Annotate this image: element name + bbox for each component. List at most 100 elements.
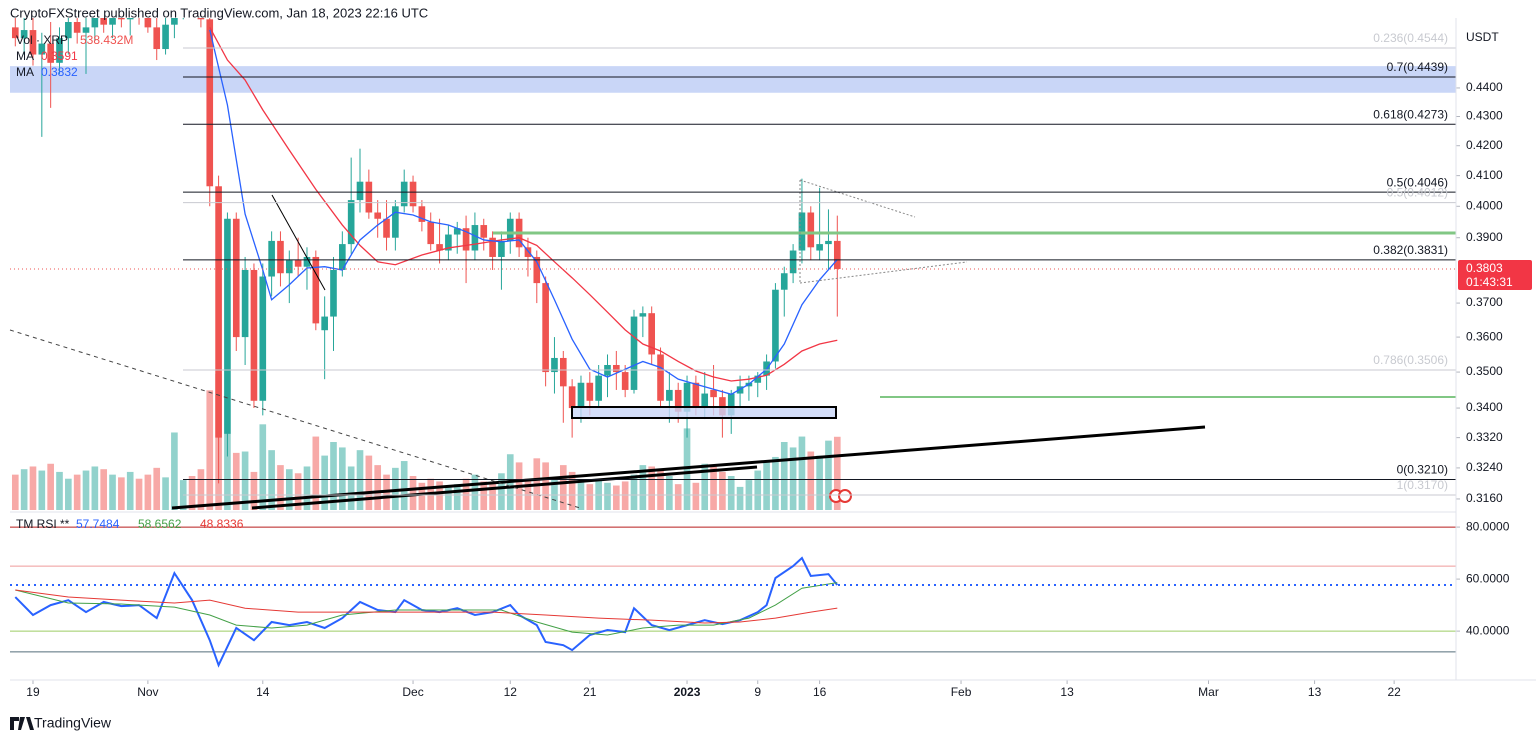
candle-body — [816, 244, 823, 251]
candle-body — [674, 389, 682, 412]
candle-body — [471, 225, 479, 251]
moving-average — [209, 29, 838, 395]
candle-body — [330, 269, 337, 317]
candle-body — [568, 386, 576, 409]
volume-bar — [551, 478, 558, 510]
volume-bar — [453, 484, 461, 510]
fib-label: 0.5(0.4012) — [1387, 186, 1448, 200]
event-icon[interactable] — [838, 489, 852, 503]
x-tick-label: Nov — [137, 685, 158, 699]
candle-body — [506, 218, 514, 241]
candle-body — [445, 234, 452, 251]
volume-bar — [100, 469, 108, 510]
volume-bar — [135, 478, 143, 510]
x-tick-label: 2023 — [674, 685, 701, 699]
volume-bar — [639, 465, 647, 510]
volume-bar — [462, 478, 470, 510]
volume-bar — [268, 450, 275, 510]
candle-body — [285, 260, 293, 274]
candle-body — [126, 18, 134, 20]
volume-bar — [250, 471, 258, 510]
volume-bar — [91, 466, 99, 510]
candle-body — [29, 30, 37, 55]
y-tick-label: 0.3900 — [1466, 230, 1503, 244]
candle-body — [789, 250, 797, 274]
candle-body — [418, 206, 426, 222]
volume-bar — [285, 469, 293, 510]
volume-bar — [692, 482, 700, 510]
candle-body — [303, 256, 311, 267]
candle-body — [551, 357, 558, 373]
candle-body — [613, 364, 620, 373]
volume-bar — [754, 470, 762, 510]
candle-body — [277, 240, 284, 274]
candle-body — [692, 382, 700, 409]
x-tick-label: 22 — [1387, 685, 1401, 699]
candle-body — [400, 181, 408, 207]
volume-bar — [47, 463, 54, 510]
candle-body — [118, 18, 125, 20]
volume-bar — [400, 461, 408, 510]
fib-label: 0.236(0.4544) — [1373, 31, 1448, 45]
volume-bar — [674, 484, 682, 510]
candle-body — [480, 225, 488, 238]
volume-bar — [445, 485, 452, 510]
y-tick-label: 40.0000 — [1466, 623, 1510, 637]
support-box — [571, 406, 837, 419]
volume-bar — [162, 477, 169, 510]
volume-bar — [719, 471, 726, 510]
last-price-box — [1458, 259, 1532, 290]
volume-bar — [825, 440, 832, 510]
volume-bar — [621, 481, 629, 510]
y-tick-label: 0.3500 — [1466, 364, 1503, 378]
volume-bar — [763, 461, 770, 510]
pennant-line — [799, 261, 968, 284]
rsi-legend-value: 57.7484 — [76, 517, 120, 531]
volume-bar — [56, 471, 63, 510]
axes: 0.236(0.4544) 0.7(0.4439) 0.618(0.4273) 0.5… — [10, 31, 1532, 699]
candle-body — [754, 375, 762, 383]
candle-body — [365, 181, 373, 213]
candle-body — [109, 18, 116, 25]
volume-bar — [303, 466, 311, 510]
trend-line — [251, 465, 758, 510]
y-tick-label: 80.0000 — [1466, 519, 1510, 533]
ma-legend-value: 0.3832 — [41, 65, 78, 79]
y-tick-label: 0.3320 — [1466, 430, 1503, 444]
x-tick-label: Dec — [402, 685, 423, 699]
candle-body — [56, 38, 63, 63]
candle-body — [701, 393, 709, 409]
candle-body — [47, 43, 54, 63]
rsi-line — [14, 556, 839, 668]
candle-body — [206, 19, 214, 187]
candle-body — [38, 43, 46, 55]
y-tick-label: 0.3240 — [1466, 460, 1503, 474]
volume-bar — [188, 476, 196, 510]
volume-bar — [736, 486, 744, 510]
rsi-line — [15, 582, 838, 636]
candle-body — [100, 18, 108, 25]
volume-bar — [480, 481, 488, 510]
candle-body — [347, 200, 355, 245]
last-price-label: 0.3803 — [1466, 261, 1503, 275]
volume-bar — [259, 424, 267, 510]
x-tick-label: Mar — [1198, 685, 1219, 699]
volume-bar — [710, 465, 717, 510]
volume-bar — [118, 477, 125, 510]
x-tick-label: Feb — [951, 685, 972, 699]
moving-average — [209, 27, 838, 382]
candle-body — [630, 316, 638, 390]
y-tick-label: 0.4400 — [1466, 80, 1503, 94]
candle-body — [621, 372, 629, 390]
volume-bar — [471, 474, 479, 510]
candle-body — [65, 22, 72, 39]
candle-body — [772, 289, 779, 362]
candle-body — [259, 276, 267, 401]
volume-legend-value: 538.432M — [80, 33, 133, 47]
drawings — [9, 179, 1456, 510]
volume-bar — [789, 447, 797, 510]
fib-label: 0.786(0.3506) — [1373, 353, 1448, 367]
candle-body — [498, 240, 505, 257]
y-tick-label: 0.3400 — [1466, 400, 1503, 414]
